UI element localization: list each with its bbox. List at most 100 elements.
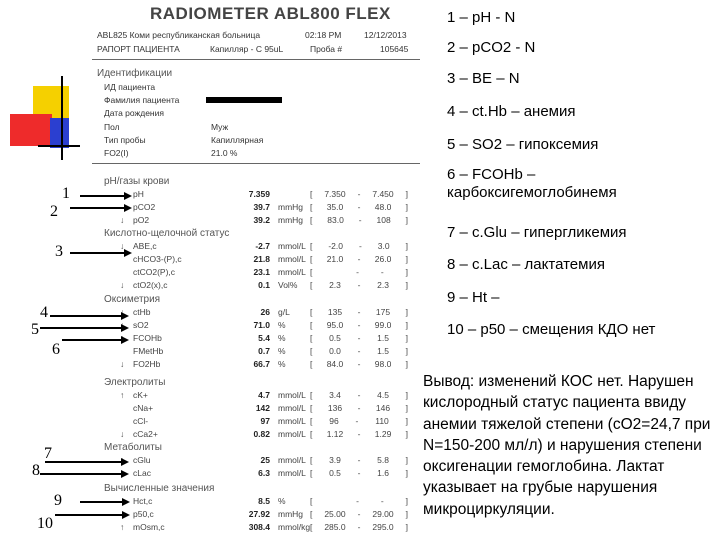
- ident-label: Тип пробы: [104, 134, 146, 145]
- range-high: 146: [375, 403, 391, 413]
- param-name: FCOHb: [133, 333, 162, 343]
- pointer-arrow-icon: [62, 336, 129, 343]
- param-value: 8.5: [258, 496, 270, 506]
- param-name: cLac: [133, 468, 151, 478]
- bracket-close: ]: [405, 189, 408, 199]
- flag-arrow-icon: ↑: [120, 390, 125, 400]
- range-low: 83.0: [327, 215, 344, 225]
- param-name: ABE,c: [133, 241, 157, 251]
- param-name: p50,c: [133, 509, 154, 519]
- reference-range: [7.350 - 7.450]: [310, 189, 408, 199]
- range-dash: -: [357, 333, 361, 343]
- range-dash: -: [357, 202, 361, 212]
- bracket-open: [: [310, 241, 313, 251]
- param-unit: mmol/L: [278, 254, 306, 264]
- bracket-close: ]: [405, 359, 408, 369]
- range-high: 1.5: [377, 346, 389, 356]
- reference-range: [25.00 - 29.00]: [310, 509, 408, 519]
- pointer-arrow-icon: [70, 249, 132, 256]
- bracket-close: ]: [405, 333, 408, 343]
- param-value: 7.359: [248, 189, 270, 199]
- param-name: sO2: [133, 320, 149, 330]
- hospital-name: ABL825 Коми республиканская больница: [97, 30, 261, 40]
- param-name: cCl-: [133, 416, 149, 426]
- marker-number: 3: [55, 243, 63, 260]
- reference-range: [1.12 - 1.29]: [310, 429, 408, 439]
- range-high: 1.29: [374, 429, 392, 439]
- result-row: pH 7.359 [7.350 - 7.450]: [120, 189, 410, 201]
- reference-range: [285.0 - 295.0]: [310, 522, 408, 532]
- marker-number: 5: [31, 321, 39, 338]
- marker-number: 10: [37, 515, 53, 532]
- range-high: 110: [375, 416, 389, 426]
- range-dash: -: [356, 267, 359, 277]
- range-low: 135: [327, 307, 343, 317]
- param-unit: mmol/L: [278, 416, 306, 426]
- range-low: 0.5: [329, 468, 341, 478]
- reference-range: [95.0 - 99.0]: [310, 320, 408, 330]
- param-value: 5.4: [258, 333, 270, 343]
- param-unit: mmHg: [278, 509, 304, 519]
- range-low: 0.0: [329, 346, 341, 356]
- bracket-close: ]: [405, 403, 408, 413]
- param-name: FO2Hb: [133, 359, 161, 369]
- marker-number: 4: [40, 304, 48, 321]
- result-row: ↓ctHb 26 g/L [135 - 175]: [120, 307, 410, 319]
- result-row: ctCO2(P),c 23.1 mmol/L [- -]: [120, 267, 410, 279]
- range-high: 108: [376, 215, 391, 225]
- range-dash: -: [357, 320, 361, 330]
- sample-label: Проба #: [310, 44, 343, 54]
- marker-number: 2: [50, 203, 58, 220]
- param-value: -2.7: [255, 241, 270, 251]
- result-row: ↓ pO2 39.2 mmHg [83.0 - 108]: [120, 215, 410, 227]
- param-unit: mmol/L: [278, 468, 306, 478]
- range-low: 285.0: [324, 522, 346, 532]
- decor-horizontal-line: [38, 145, 80, 147]
- ident-label: Дата рождения: [104, 108, 164, 119]
- bracket-open: [: [310, 202, 313, 212]
- param-name: mOsm,c: [133, 522, 165, 532]
- marker-number: 8: [32, 462, 40, 479]
- param-unit: mmHg: [278, 202, 304, 212]
- range-low: 21.0: [326, 254, 344, 264]
- reference-range: [0.0 - 1.5]: [310, 346, 408, 356]
- param-name: cCa2+: [133, 429, 158, 439]
- result-row: p50,c 27.92 mmHg [25.00 - 29.00]: [120, 509, 410, 521]
- range-high: 295.0: [372, 522, 394, 532]
- range-high: -: [380, 496, 384, 506]
- range-low: 1.12: [326, 429, 344, 439]
- marker-number: 6: [52, 341, 60, 358]
- reference-range: [- -]: [310, 496, 408, 506]
- bracket-close: ]: [405, 429, 408, 439]
- bracket-open: [: [310, 496, 313, 506]
- pointer-arrow-icon: [50, 312, 129, 319]
- param-name: pCO2: [133, 202, 156, 212]
- flag-arrow-icon: ↓: [120, 359, 125, 369]
- result-row: pCO2 39.7 mmHg [35.0 - 48.0]: [120, 202, 410, 214]
- range-dash: -: [357, 455, 361, 465]
- range-high: 26.0: [374, 254, 392, 264]
- pointer-arrow-icon: [80, 498, 130, 505]
- range-high: 2.3: [377, 280, 389, 290]
- range-dash: -: [357, 522, 361, 532]
- legend-item: 4 – ct.Hb – анемия: [447, 103, 576, 120]
- range-low: 2.3: [329, 280, 341, 290]
- param-unit: mmol/L: [278, 390, 306, 400]
- report-time: 02:18 PM: [305, 30, 342, 40]
- param-name: pH: [133, 189, 144, 199]
- sample-number: 105645: [380, 44, 409, 54]
- bracket-close: ]: [405, 202, 408, 212]
- pointer-arrow-icon: [40, 324, 129, 331]
- ident-label: ИД пациента: [104, 82, 156, 92]
- param-value: 4.7: [258, 390, 270, 400]
- param-value: 308.4: [248, 522, 270, 532]
- flag-arrow-icon: ↓: [120, 307, 130, 317]
- range-high: 175: [375, 307, 391, 317]
- bracket-close: ]: [405, 346, 408, 356]
- flag-arrow-icon: ↓: [120, 215, 125, 225]
- reference-range: [3.4 - 4.5]: [310, 390, 408, 400]
- bracket-close: ]: [405, 215, 408, 225]
- range-dash: -: [357, 509, 361, 519]
- range-dash: -: [357, 390, 361, 400]
